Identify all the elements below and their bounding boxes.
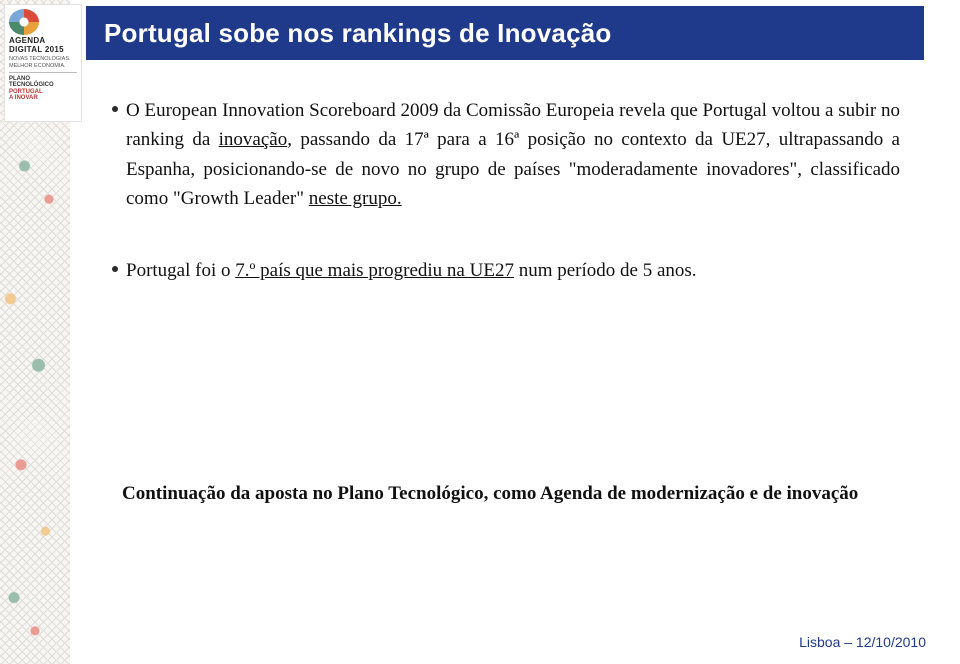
- title-bar: Portugal sobe nos rankings de Inovação: [86, 6, 924, 60]
- content-area: O European Innovation Scoreboard 2009 da…: [112, 96, 900, 311]
- logo-plano: PLANO TECNOLÓGICO PORTUGAL A INOVAR: [9, 76, 77, 102]
- b2-mid: num período de 5 anos.: [514, 260, 697, 281]
- logo-brand-1: AGENDA: [9, 36, 45, 45]
- footer-text: Lisboa – 12/10/2010: [799, 634, 926, 650]
- b2-u1: 7.º país que mais progrediu na UE27: [235, 260, 514, 281]
- bullet-2-text: Portugal foi o 7.º país que mais progred…: [126, 256, 697, 285]
- b2-pre: Portugal foi o: [126, 260, 235, 281]
- logo-brand: AGENDA DIGITAL 2015: [9, 37, 77, 55]
- bullet-1-text: O European Innovation Scoreboard 2009 da…: [126, 96, 900, 214]
- bullet-dot-icon: [112, 266, 118, 272]
- logo-brand-2: DIGITAL: [9, 45, 42, 54]
- b1-u2: neste grupo.: [309, 188, 402, 209]
- logo-block: AGENDA DIGITAL 2015 NOVAS TECNOLOGIAS. M…: [4, 4, 82, 122]
- logo-tagline2: MELHOR ECONOMIA.: [9, 63, 77, 69]
- logo-swirl-icon: [9, 9, 39, 35]
- page-title: Portugal sobe nos rankings de Inovação: [104, 18, 612, 49]
- logo-divider: [9, 72, 77, 73]
- slide: AGENDA DIGITAL 2015 NOVAS TECNOLOGIAS. M…: [0, 0, 960, 664]
- logo-year: 2015: [45, 45, 64, 54]
- logo-plano-1: PLANO: [9, 76, 30, 82]
- logo-plano-4: A INOVAR: [9, 95, 38, 101]
- conclusion-note: Continuação da aposta no Plano Tecnológi…: [122, 480, 880, 509]
- bullet-item-1: O European Innovation Scoreboard 2009 da…: [112, 96, 900, 214]
- b1-u1: inovação: [219, 129, 288, 150]
- bullet-item-2: Portugal foi o 7.º país que mais progred…: [112, 256, 900, 285]
- logo-tagline1: NOVAS TECNOLOGIAS.: [9, 56, 77, 62]
- logo-plano-3: PORTUGAL: [9, 89, 43, 95]
- bullet-dot-icon: [112, 106, 118, 112]
- logo-plano-2: TECNOLÓGICO: [9, 82, 54, 88]
